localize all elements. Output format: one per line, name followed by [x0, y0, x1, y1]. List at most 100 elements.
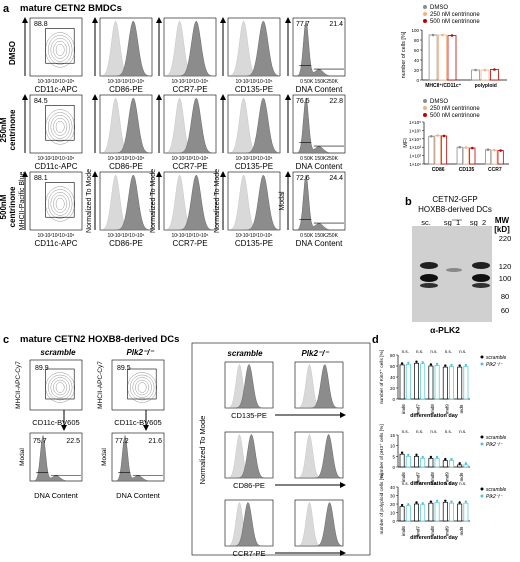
a-scatter-r2-gate — [45, 182, 75, 218]
a-xticks: 0 50K 150K250K — [300, 156, 338, 162]
d-point — [464, 363, 468, 367]
a-bar1-ytick-label: 60 — [414, 48, 420, 53]
d-ns-label: n.s. — [459, 481, 466, 486]
a-g1-pct-r2: 72.6 — [296, 175, 310, 182]
row-label-1: centrinone — [8, 109, 17, 150]
c-scatter-1-frame — [111, 359, 165, 411]
a-xlabel: CD135-PE — [235, 239, 273, 248]
b-lane-label: sg_2 — [470, 218, 486, 227]
a-xlabel: CD11c-APC — [35, 239, 78, 248]
a-bar1-point — [483, 68, 487, 72]
d-point — [421, 361, 424, 364]
a-xticks: 10¹10²10³10⁴10⁵ — [37, 79, 74, 85]
b-band — [446, 268, 462, 272]
c-dna-0-curve — [30, 435, 82, 482]
d-point — [458, 501, 461, 504]
a-bar1-point — [474, 68, 477, 72]
d-point — [415, 501, 418, 504]
a-bar2-bar — [434, 135, 441, 165]
a-scatter-r2-contour — [53, 194, 68, 213]
a-xlabel: CD135-PE — [235, 85, 273, 94]
d-bar — [442, 460, 448, 468]
a-bar2-bar — [462, 147, 470, 165]
a-xlabel: CD86-PE — [109, 239, 143, 248]
d-ytick-label: 10 — [390, 444, 396, 449]
a-bar2-ytick-label: 1×10⁵ — [409, 128, 421, 133]
d-point — [444, 364, 447, 367]
d-point — [407, 361, 410, 365]
a-bar1-bar — [447, 35, 457, 81]
d-point — [464, 462, 468, 465]
legend2-label: 250 nM centrinone — [430, 106, 480, 112]
a-dna-r2-curve — [293, 174, 345, 231]
a-ylabel-modal: Modal — [279, 191, 286, 211]
d-bar — [405, 505, 411, 522]
a-bar1-ytick-label: 100 — [411, 28, 419, 33]
c-hist-scr-0-stained — [225, 363, 273, 409]
d-point — [400, 451, 404, 454]
d-legend-label: Plk2⁻/⁻ — [486, 442, 503, 448]
a-bar1-bar — [438, 34, 447, 81]
d-legend-marker — [480, 362, 484, 366]
d-bar — [428, 365, 434, 400]
d-day-label: md9 — [459, 526, 464, 535]
c-g1-pct: 75.7 — [33, 438, 47, 445]
c-hist-plk-0-stained — [295, 364, 343, 409]
d-xlabel: differentiation day — [410, 481, 459, 487]
a-xlabel: DNA Content — [296, 85, 343, 94]
d-bar — [414, 362, 419, 400]
a-xticks: 10¹10²10³10⁴10⁵ — [235, 79, 272, 85]
d-point — [415, 453, 418, 457]
a-bar2-bar — [456, 146, 463, 165]
d-ylabel: number of pH3⁺ cells [%] — [379, 424, 385, 477]
d-bar — [434, 458, 440, 468]
a-ylabel-hist: Normalized To Mode — [86, 169, 93, 233]
a-bar2-xtick-label: CD135 — [459, 167, 475, 173]
d-point — [400, 362, 404, 365]
a-xticks: 10¹10²10³10⁴10⁵ — [171, 156, 208, 162]
b-mw-label: MW — [495, 216, 510, 225]
a-bar1-ytick-label: 20 — [414, 68, 420, 73]
a-scatter-r2-frame — [29, 171, 83, 231]
d-point — [464, 500, 468, 503]
a-scatter-r1-contour — [53, 118, 68, 136]
a-bar1-point — [441, 33, 444, 37]
a-xlabel: CD11c-APC — [35, 85, 78, 94]
a-bar2-bar — [469, 147, 476, 165]
c-hist-xlabel: CD86-PE — [233, 481, 265, 490]
d-day-label: imd8 — [430, 404, 435, 414]
a-xticks: 10¹10²10³10⁴10⁵ — [171, 233, 208, 239]
a-bar2-ytick-label: 1×10³ — [409, 145, 421, 150]
a-xlabel: CCR7-PE — [172, 239, 207, 248]
d-bar — [442, 366, 448, 400]
b-mw-mark: 220 — [499, 234, 512, 243]
a-xlabel: DNA Content — [296, 162, 343, 171]
a-dna-r0-curve — [293, 20, 345, 77]
a-ylabel-hist: Normalized To Mode — [214, 169, 221, 233]
a-xticks: 10¹10²10³10⁴10⁵ — [235, 156, 272, 162]
a-xticks: 10¹10²10³10⁴10⁵ — [37, 156, 74, 162]
c-ylabel-first: MHCII-APC-Cy7 — [97, 361, 104, 409]
d-bar — [420, 363, 426, 400]
legend1-marker — [423, 12, 427, 16]
c-scatter-0-contour — [55, 382, 65, 393]
d-day-label: imd6 — [401, 404, 406, 414]
d-bar — [405, 455, 411, 468]
d-bar — [449, 502, 454, 522]
d-bar — [420, 504, 426, 522]
legend1-label: DMSO — [430, 5, 448, 11]
d-bar — [434, 365, 440, 400]
a-bar1-ytick-label: 40 — [414, 58, 420, 63]
d-ytick-label: 5 — [392, 454, 395, 459]
d-day-label: imd7 — [416, 404, 421, 414]
a-bar2-point — [464, 146, 468, 149]
a-xticks: 10¹10²10³10⁴10⁵ — [37, 233, 74, 239]
c-xlabel-dna: DNA Content — [34, 491, 79, 500]
d-ns-label: n.s. — [402, 349, 409, 354]
d-bar — [428, 502, 434, 522]
d-point — [458, 462, 461, 465]
legend1-label: 500 nM centrinone — [430, 19, 480, 25]
c-gate-pct: 89.9 — [35, 365, 49, 372]
b-lane-label: sg_1 — [444, 218, 460, 227]
